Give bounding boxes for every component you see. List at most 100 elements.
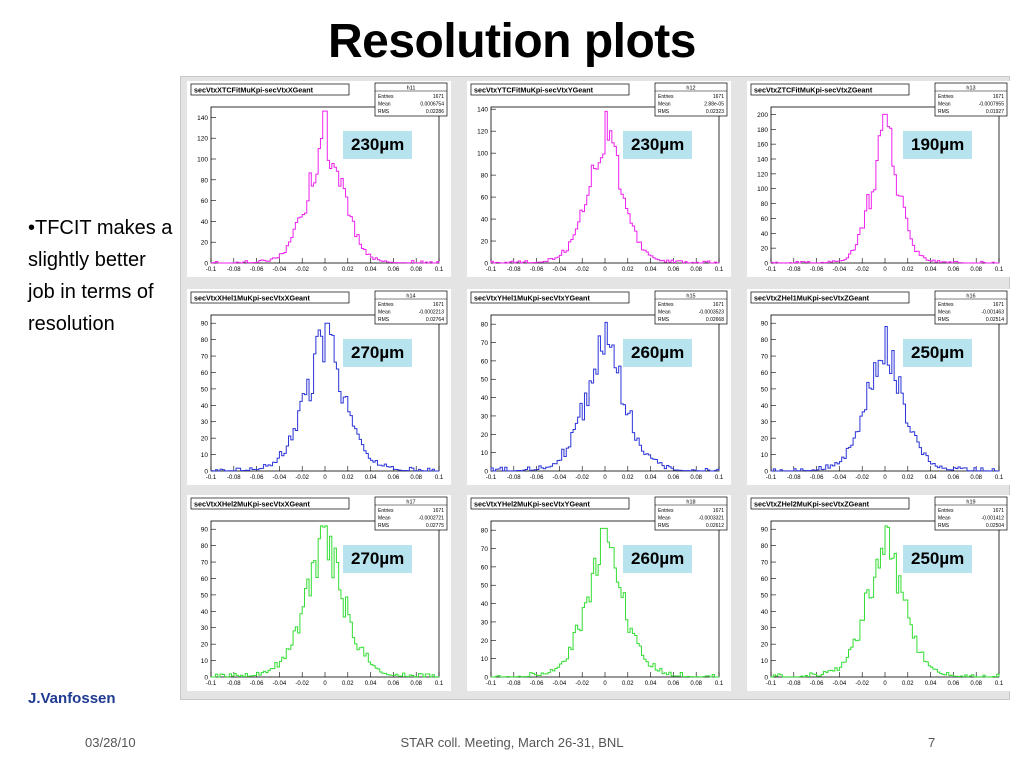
x-tick-label: -0.06 xyxy=(530,681,544,687)
x-tick-label: -0.06 xyxy=(810,267,824,273)
stats-box xyxy=(654,82,728,117)
x-tick-label: -0.04 xyxy=(553,681,567,687)
y-tick-label: 30 xyxy=(481,619,489,626)
histogram-canvas: 0 10 20 30 40 50 60 70 80 90 -0.1 -0.08 -0.06 -0.04 -0… xyxy=(187,495,451,691)
stats-mean-value: -0.0002721 xyxy=(419,516,445,522)
histogram-title: secVtxXTCFitMuKpi-secVtxXGeant xyxy=(194,86,314,95)
y-tick-label: 10 xyxy=(201,452,209,459)
x-tick-label: -0.02 xyxy=(855,267,869,273)
x-tick-label: 0.1 xyxy=(435,267,444,273)
y-tick-label: 60 xyxy=(481,564,489,571)
x-tick-label: 0.08 xyxy=(970,681,982,687)
stats-entries-value: 1671 xyxy=(993,302,1004,308)
x-tick-label: 0.04 xyxy=(645,681,657,687)
histogram-title: secVtxXHel1MuKpi-secVtxXGeant xyxy=(194,294,310,303)
stats-entries-value: 1671 xyxy=(713,94,724,100)
stats-rms-value: 0.01927 xyxy=(986,109,1004,115)
stats-box xyxy=(374,496,448,531)
y-tick-label: 60 xyxy=(201,370,209,377)
stats-mean-value: -0.0002213 xyxy=(419,310,445,316)
x-tick-label: 0.08 xyxy=(410,681,422,687)
stats-name: h15 xyxy=(686,294,695,300)
x-tick-label: 0.06 xyxy=(388,681,400,687)
y-tick-label: 20 xyxy=(761,246,769,253)
stats-rms-label: RMS xyxy=(938,109,950,115)
title-box xyxy=(470,83,630,96)
x-tick-label: 0.06 xyxy=(948,267,960,273)
stats-box xyxy=(934,82,1008,117)
x-tick-label: 0 xyxy=(323,681,327,687)
x-tick-label: 0.02 xyxy=(902,681,914,687)
x-tick-label: 0.1 xyxy=(435,475,444,481)
y-tick-label: 60 xyxy=(761,370,769,377)
x-tick-label: -0.04 xyxy=(273,475,287,481)
x-tick-label: -0.06 xyxy=(250,475,264,481)
y-tick-label: 10 xyxy=(201,658,209,665)
x-tick-label: -0.08 xyxy=(227,267,241,273)
stats-rms-label: RMS xyxy=(378,317,390,323)
x-tick-label: -0.04 xyxy=(833,475,847,481)
y-tick-label: 180 xyxy=(757,127,768,134)
y-tick-label: 20 xyxy=(481,239,489,246)
stats-rms-label: RMS xyxy=(378,523,390,529)
footer-date: 03/28/10 xyxy=(85,735,136,750)
y-tick-label: 20 xyxy=(201,642,209,649)
x-tick-label: -0.04 xyxy=(553,267,567,273)
x-tick-label: 0.04 xyxy=(645,475,657,481)
y-tick-label: 70 xyxy=(201,354,209,361)
x-tick-label: 0.06 xyxy=(668,681,680,687)
x-tick-label: -0.08 xyxy=(507,681,521,687)
y-tick-label: 50 xyxy=(201,386,209,393)
y-tick-label: 70 xyxy=(481,546,489,553)
stats-mean-value: 2.88e-05 xyxy=(704,102,724,108)
y-tick-label: 70 xyxy=(761,354,769,361)
x-tick-label: 0.08 xyxy=(970,267,982,273)
stats-box xyxy=(654,290,728,325)
y-tick-label: 30 xyxy=(761,419,769,426)
histogram-title: secVtxZHel2MuKpi-secVtxZGeant xyxy=(754,500,870,509)
stats-name: h11 xyxy=(407,86,416,92)
y-tick-label: 70 xyxy=(481,340,489,347)
x-tick-label: 0 xyxy=(883,681,887,687)
histogram-canvas: 0 10 20 30 40 50 60 70 80 -0.1 -0.08 -0.06 -0.04 -0.0… xyxy=(467,289,731,485)
y-tick-label: 30 xyxy=(761,625,769,632)
stats-mean-label: Mean xyxy=(938,310,951,316)
stats-rms-label: RMS xyxy=(658,109,670,115)
x-tick-label: -0.1 xyxy=(206,681,217,687)
stats-rms-label: RMS xyxy=(378,109,390,115)
x-tick-label: 0 xyxy=(323,475,327,481)
y-tick-label: 140 xyxy=(477,107,488,114)
y-tick-label: 80 xyxy=(761,337,769,344)
stats-entries-value: 1671 xyxy=(713,302,724,308)
stats-rms-value: 0.02504 xyxy=(986,523,1004,529)
x-tick-label: -0.02 xyxy=(295,267,309,273)
stats-name: h12 xyxy=(686,86,695,92)
stats-mean-label: Mean xyxy=(378,102,391,108)
x-tick-label: -0.08 xyxy=(507,267,521,273)
stats-name: h14 xyxy=(406,294,415,300)
histogram-title: secVtxXHel2MuKpi-secVtxXGeant xyxy=(194,500,310,509)
footer-page-number: 7 xyxy=(928,735,936,750)
y-tick-label: 60 xyxy=(201,198,209,205)
x-tick-label: 0.06 xyxy=(388,267,400,273)
y-tick-label: 90 xyxy=(201,321,209,328)
x-tick-label: -0.06 xyxy=(810,681,824,687)
y-tick-label: 10 xyxy=(481,450,489,457)
y-tick-label: 160 xyxy=(757,142,768,149)
histogram-canvas: 0 10 20 30 40 50 60 70 80 90 -0.1 -0.08 -0.06 -0.04 -0… xyxy=(187,289,451,485)
x-tick-label: 0.04 xyxy=(925,681,937,687)
x-tick-label: 0.06 xyxy=(668,475,680,481)
resolution-label: 250µm xyxy=(903,545,973,573)
x-tick-label: -0.08 xyxy=(227,681,241,687)
stats-mean-label: Mean xyxy=(658,102,671,108)
stats-mean-value: -0.0007955 xyxy=(979,102,1005,108)
y-tick-label: 0 xyxy=(764,261,768,268)
x-tick-label: -0.02 xyxy=(575,681,589,687)
y-tick-label: 20 xyxy=(761,436,769,443)
x-tick-label: -0.1 xyxy=(766,267,777,273)
x-tick-label: 0.08 xyxy=(690,267,702,273)
histogram-svg: 0 10 20 30 40 50 60 70 80 90 -0.1 -0.08 -0.06 -0.04 -0… xyxy=(190,290,448,481)
x-tick-label: -0.06 xyxy=(250,267,264,273)
title-box xyxy=(470,497,630,510)
y-tick-label: 40 xyxy=(761,609,769,616)
